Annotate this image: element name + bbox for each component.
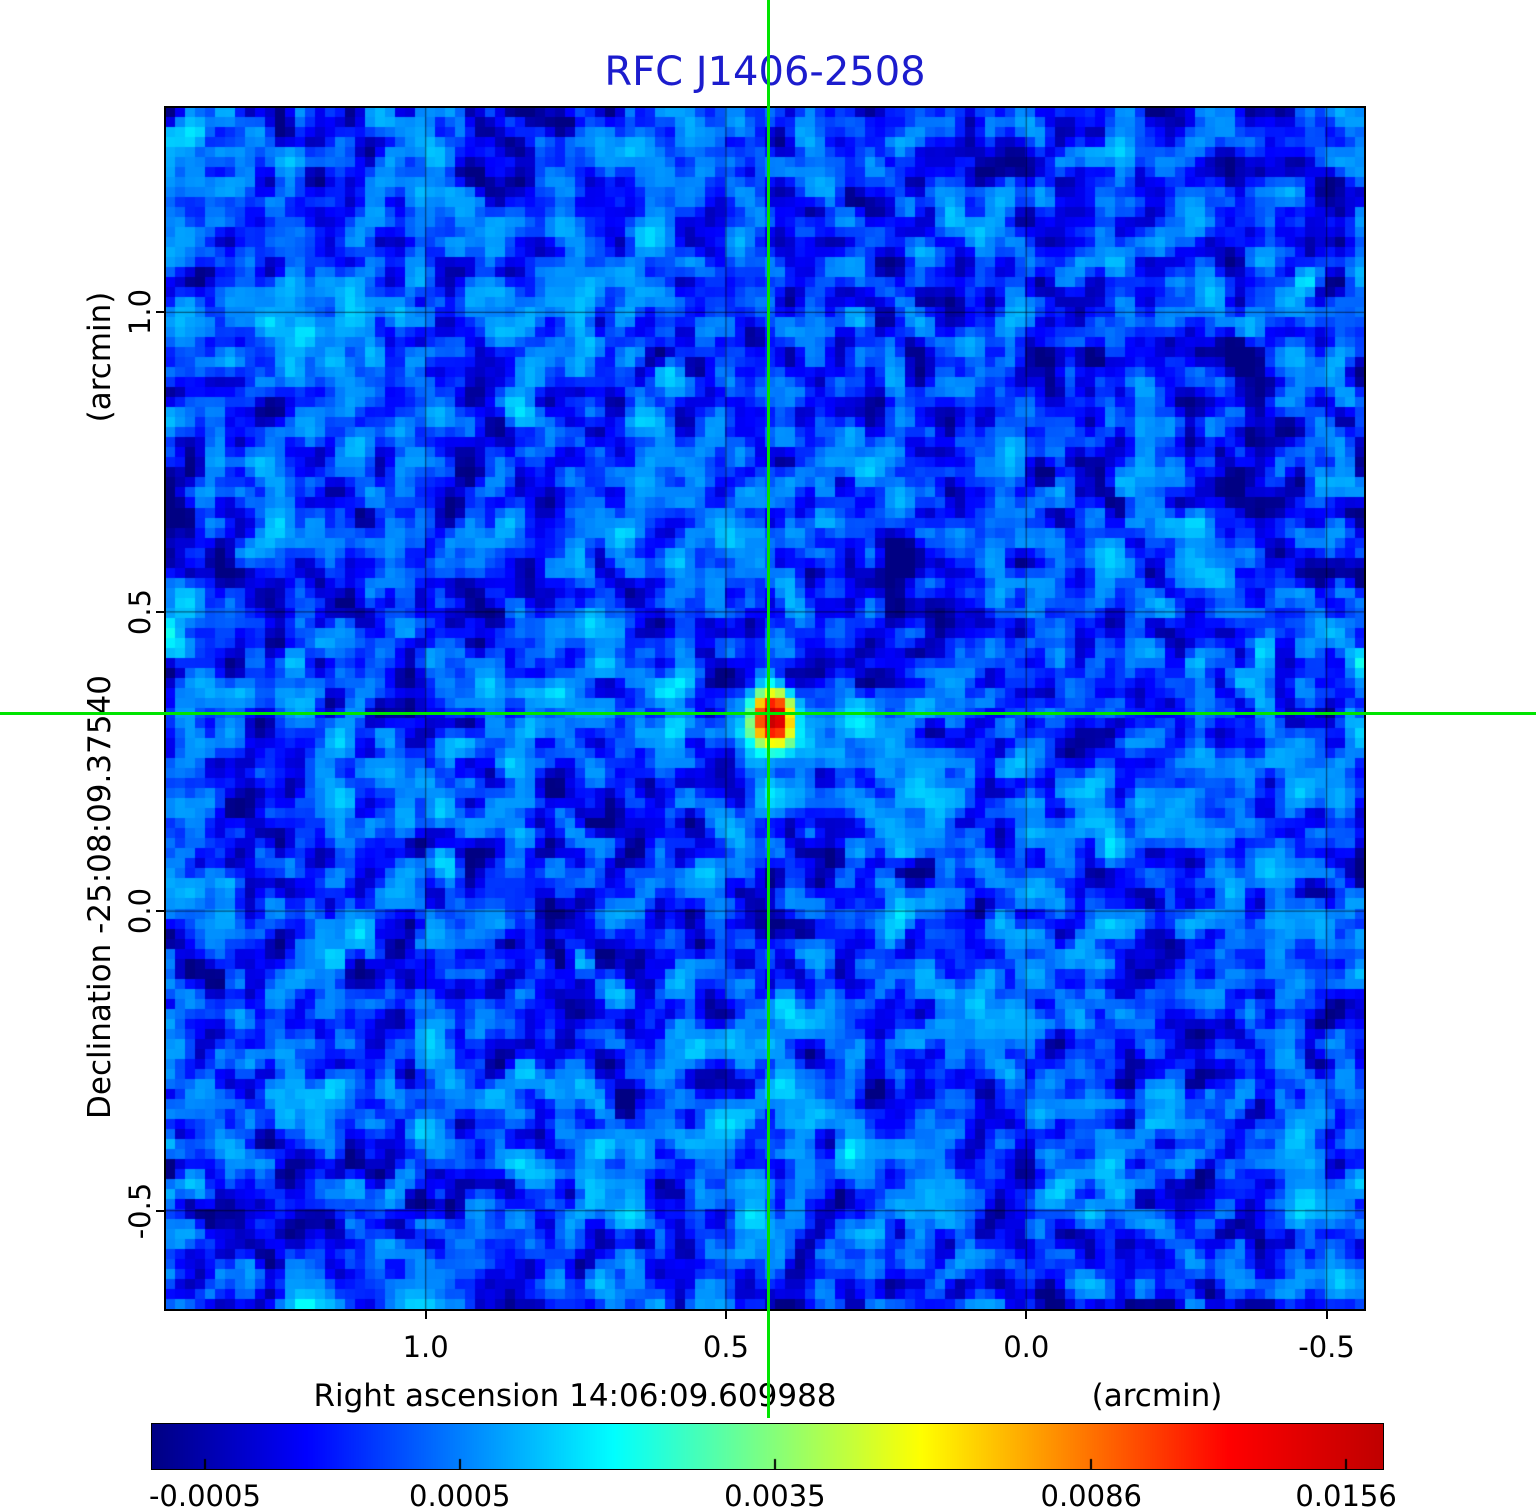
colorbar-tick-label: 0.0035	[724, 1479, 826, 1511]
crosshair-vertical-line	[766, 0, 770, 1418]
x-tick-label: -0.5	[1298, 1330, 1355, 1364]
y-axis-unit-label: (arcmin)	[82, 291, 118, 423]
y-axis-tickmark	[156, 1209, 165, 1212]
y-axis-tickmark	[156, 610, 165, 613]
x-axis-unit-label: (arcmin)	[1091, 1378, 1223, 1414]
x-tick-label: 0.5	[702, 1330, 750, 1364]
sky-image-heatmap-canvas	[165, 107, 1365, 1310]
plot-title: RFC J1406-2508	[604, 49, 926, 95]
crosshair-horizontal-line	[0, 712, 1536, 716]
x-axis-tickmark	[424, 1310, 427, 1319]
colorbar-tick-label: 0.0086	[1040, 1479, 1142, 1511]
colorbar-canvas	[152, 1424, 1383, 1469]
x-axis-tickmark	[1325, 1310, 1328, 1319]
x-axis-tickmark	[724, 1310, 727, 1319]
colorbar-tick-label: 0.0156	[1295, 1479, 1397, 1511]
y-tick-label: 0.0	[123, 888, 157, 935]
y-axis-tickmark	[156, 311, 165, 314]
x-tick-label: 0.0	[1003, 1330, 1050, 1364]
y-axis-title: Declination -25:08:09.37540	[82, 675, 118, 1119]
y-tick-label: 0.5	[123, 588, 157, 635]
x-axis-title: Right ascension 14:06:09.609988	[313, 1378, 837, 1414]
colorbar-tick-label: -0.0005	[148, 1479, 261, 1511]
y-tick-label: -0.5	[123, 1182, 157, 1239]
y-axis-tickmark	[156, 910, 165, 913]
x-axis-tickmark	[1025, 1310, 1028, 1319]
y-tick-label: 1.0	[123, 289, 157, 336]
x-tick-label: 1.0	[402, 1330, 449, 1364]
colorbar-tick-label: 0.0005	[409, 1479, 511, 1511]
